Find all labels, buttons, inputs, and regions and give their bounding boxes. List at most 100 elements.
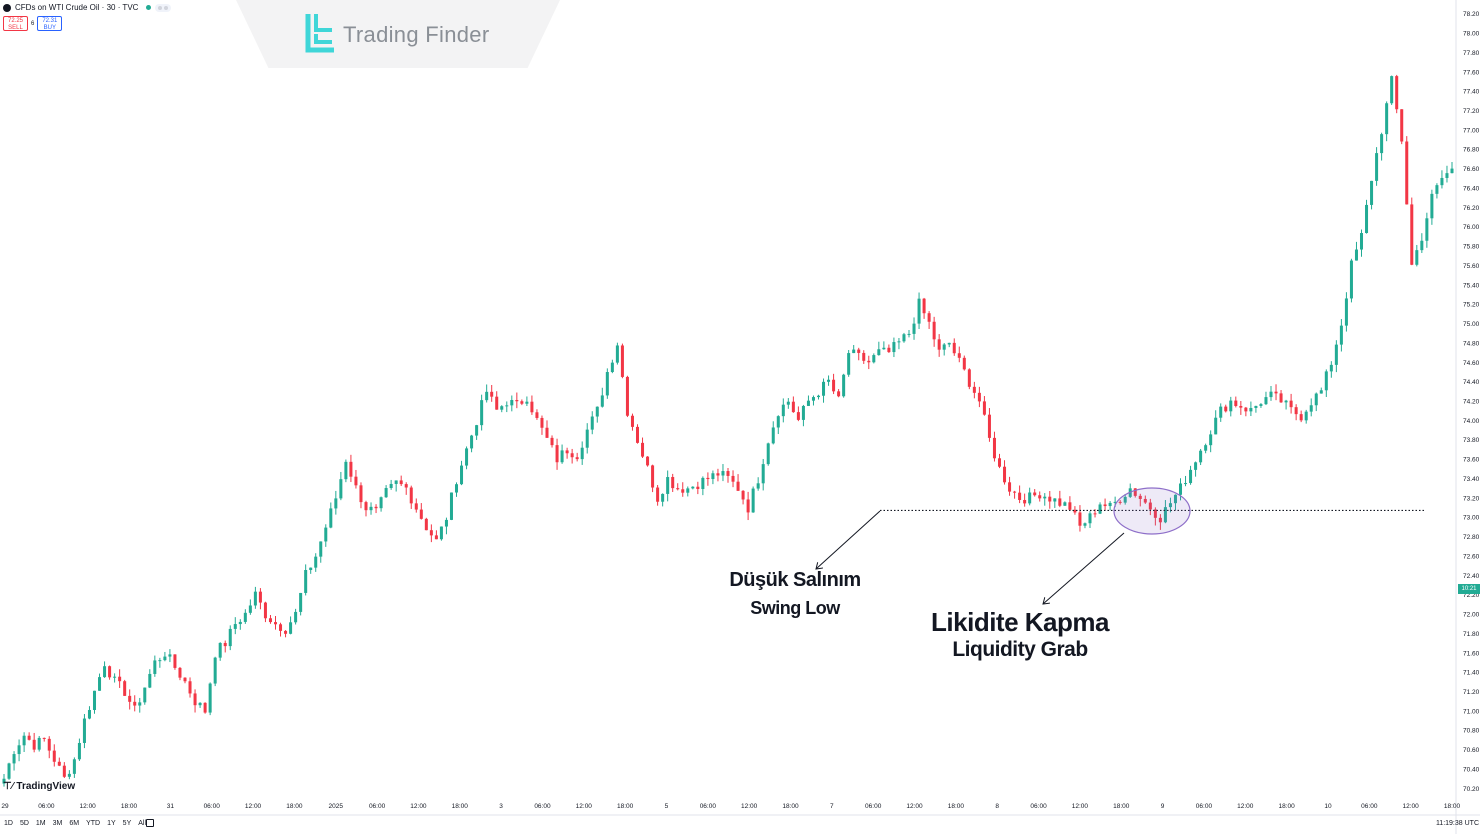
candle-body bbox=[1178, 483, 1183, 495]
candle-body bbox=[1068, 502, 1072, 510]
candle-body bbox=[761, 464, 765, 484]
range-6m[interactable]: 6M bbox=[69, 820, 80, 827]
candle-body bbox=[1133, 488, 1137, 496]
sell-price: 72.25 bbox=[7, 18, 23, 24]
candle-body bbox=[902, 334, 906, 342]
candle-body bbox=[1400, 109, 1404, 142]
candle-body bbox=[1239, 405, 1243, 408]
candle-body bbox=[857, 349, 861, 353]
candle-body bbox=[1264, 397, 1268, 405]
candle-body bbox=[1073, 509, 1077, 513]
candle-body bbox=[1078, 512, 1082, 526]
x-tick-label: 18:00 bbox=[782, 803, 799, 810]
x-tick-label: 9 bbox=[1161, 803, 1165, 810]
candle-body bbox=[37, 737, 41, 750]
candle-body bbox=[1370, 180, 1374, 205]
y-tick-label: 74.00 bbox=[1463, 418, 1480, 425]
y-tick-label: 73.40 bbox=[1463, 476, 1480, 483]
candle-body bbox=[1214, 417, 1218, 435]
candle-body bbox=[756, 483, 760, 489]
candle-body bbox=[842, 374, 846, 397]
range-1m[interactable]: 1M bbox=[35, 820, 46, 827]
candle-body bbox=[158, 660, 162, 662]
candle-body bbox=[460, 465, 464, 485]
symbol-title[interactable]: CFDs on WTI Crude Oil · 30 · TVC bbox=[15, 3, 139, 12]
y-tick-label: 76.60 bbox=[1463, 166, 1480, 173]
candle-body bbox=[1103, 504, 1107, 507]
candle-body bbox=[359, 485, 363, 503]
candle-body bbox=[1058, 498, 1062, 506]
candle-body bbox=[213, 657, 217, 684]
candle-body bbox=[304, 570, 308, 593]
range-1d[interactable]: 1D bbox=[4, 820, 13, 827]
candle-body bbox=[590, 416, 594, 430]
range-ytd[interactable]: YTD bbox=[86, 820, 101, 827]
x-tick-label: 31 bbox=[167, 803, 175, 810]
y-tick-label: 74.60 bbox=[1463, 360, 1480, 367]
trading-finder-logo-icon bbox=[305, 14, 334, 53]
candle-body bbox=[852, 349, 856, 354]
candle-body bbox=[887, 347, 891, 353]
candle-body bbox=[133, 701, 137, 706]
candle-body bbox=[1113, 501, 1117, 503]
candle-body bbox=[1385, 103, 1389, 135]
utc-clock[interactable]: 11:19:38 UTC bbox=[1435, 820, 1479, 827]
x-tick-label: 18:00 bbox=[948, 803, 965, 810]
candle-body bbox=[223, 642, 227, 647]
range-all[interactable]: All bbox=[138, 820, 147, 827]
calendar-icon[interactable] bbox=[146, 819, 154, 827]
candle-body bbox=[1204, 445, 1208, 451]
tradingview-logo[interactable]: ⊤⁄ TradingView bbox=[3, 781, 75, 792]
liquidity-grab-ellipse bbox=[1113, 487, 1191, 535]
candle-body bbox=[1048, 496, 1052, 502]
y-tick-label: 76.40 bbox=[1463, 185, 1480, 192]
candle-body bbox=[1299, 414, 1303, 421]
candle-body bbox=[279, 624, 283, 631]
candle-body bbox=[67, 773, 71, 777]
range-3m[interactable]: 3M bbox=[52, 820, 63, 827]
market-status-icon bbox=[146, 5, 152, 10]
candle-body bbox=[1450, 168, 1454, 174]
candle-body bbox=[1063, 502, 1067, 506]
candle-body bbox=[168, 654, 172, 657]
candle-body bbox=[258, 591, 262, 603]
y-tick-label: 76.80 bbox=[1463, 147, 1480, 154]
candle-body bbox=[982, 401, 986, 415]
candle-body bbox=[1088, 513, 1092, 524]
candle-body bbox=[827, 379, 831, 382]
candle-body bbox=[967, 369, 971, 387]
candle-body bbox=[741, 490, 745, 500]
sell-button[interactable]: 72.25 SELL bbox=[3, 16, 28, 31]
candle-body bbox=[123, 681, 127, 696]
y-tick-label: 71.40 bbox=[1463, 670, 1480, 677]
candle-body bbox=[444, 519, 448, 527]
y-tick-label: 75.20 bbox=[1463, 302, 1480, 309]
candle-body bbox=[837, 391, 841, 397]
candle-body bbox=[22, 735, 26, 746]
candle-body bbox=[575, 457, 579, 460]
candle-body bbox=[1219, 406, 1223, 418]
symbol-header[interactable]: CFDs on WTI Crude Oil · 30 · TVC bbox=[3, 3, 172, 12]
candle-body bbox=[711, 473, 715, 480]
candle-body bbox=[87, 709, 91, 719]
candle-body bbox=[354, 476, 358, 486]
x-tick-label: 2025 bbox=[329, 803, 344, 810]
candle-body bbox=[268, 618, 272, 623]
x-tick-label: 06:00 bbox=[700, 803, 717, 810]
candle-body bbox=[716, 473, 720, 476]
range-5d[interactable]: 5D bbox=[19, 820, 29, 827]
candle-body bbox=[329, 508, 333, 528]
candle-body bbox=[98, 677, 102, 691]
y-tick-label: 78.20 bbox=[1463, 11, 1480, 18]
candle-body bbox=[153, 660, 157, 674]
range-5y[interactable]: 5Y bbox=[122, 820, 132, 827]
candle-body bbox=[535, 412, 539, 418]
range-1y[interactable]: 1Y bbox=[107, 820, 116, 827]
candle-body bbox=[243, 612, 247, 622]
y-tick-label: 71.20 bbox=[1463, 689, 1480, 696]
y-tick-label: 71.80 bbox=[1463, 631, 1480, 638]
buy-button[interactable]: 72.31 BUY bbox=[37, 16, 63, 31]
liquidity-grab-label-tr: Likidite Kapma bbox=[931, 607, 1109, 637]
candle-body bbox=[525, 401, 529, 404]
